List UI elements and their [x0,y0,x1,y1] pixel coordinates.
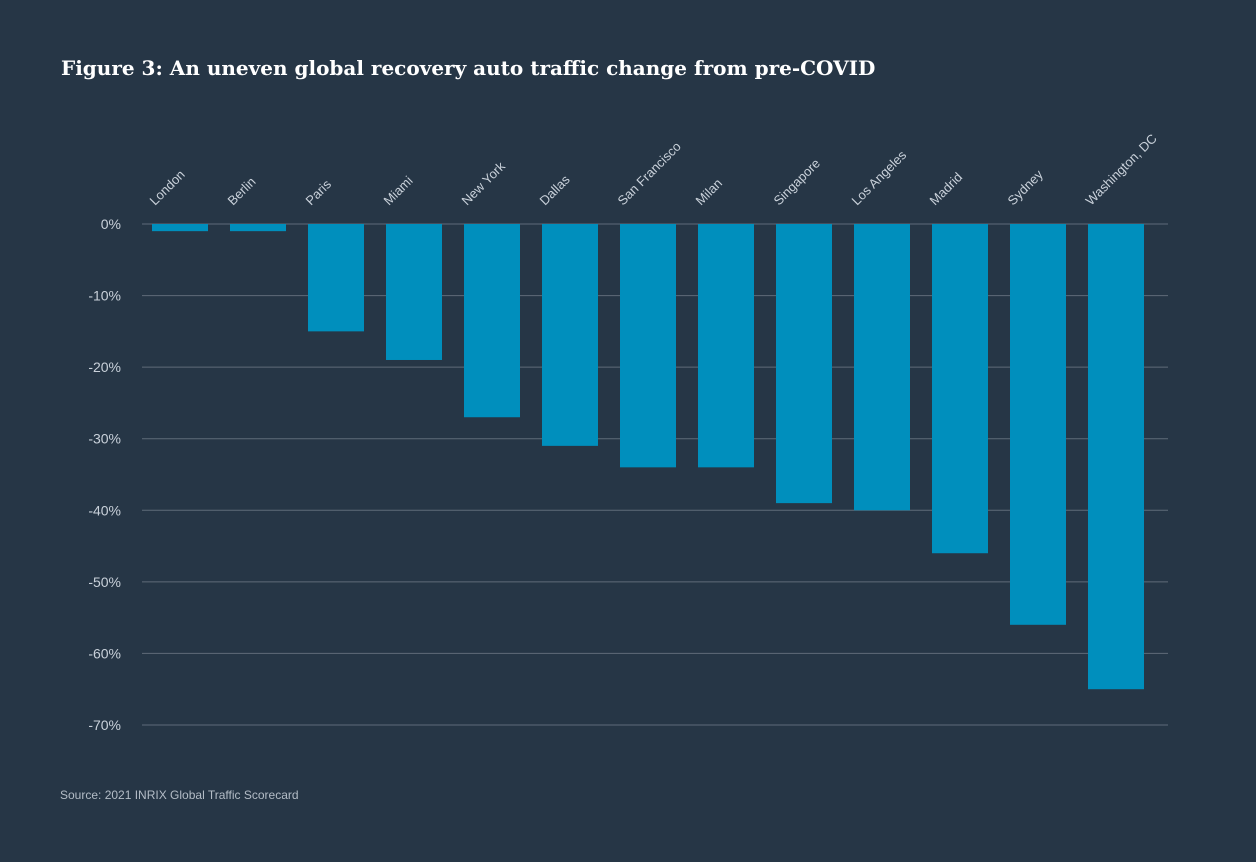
bar [854,224,910,511]
bar [620,224,676,468]
y-tick-label: -10% [88,288,121,304]
y-tick-label: -70% [88,717,121,733]
bar [698,224,754,468]
category-label: Milan [693,176,726,209]
category-label: Dallas [537,172,574,209]
y-tick-label: -60% [88,645,121,661]
bar [230,224,286,232]
category-label: Paris [303,176,335,208]
category-label: New York [459,158,509,208]
bar [386,224,442,360]
category-label: Los Angeles [849,147,910,208]
category-label: San Francisco [615,139,684,208]
bar [464,224,520,418]
y-tick-label: -30% [88,431,121,447]
source-note: Source: 2021 INRIX Global Traffic Scorec… [60,788,299,802]
bar [308,224,364,332]
chart-title: Figure 3: An uneven global recovery auto… [61,56,876,80]
category-label: Madrid [927,169,966,208]
bar [152,224,208,232]
y-tick-label: -40% [88,502,121,518]
y-tick-label: 0% [101,216,121,232]
y-tick-label: -20% [88,359,121,375]
bar [1088,224,1144,690]
category-label: Washington, DC [1083,131,1160,208]
y-tick-label: -50% [88,574,121,590]
category-label: London [147,167,188,208]
category-label: Singapore [771,156,824,209]
bar [1010,224,1066,625]
category-label: Berlin [225,174,259,208]
category-label: Sydney [1005,167,1047,209]
bar [542,224,598,446]
bar [776,224,832,504]
bar [932,224,988,554]
category-label: Miami [381,173,416,208]
